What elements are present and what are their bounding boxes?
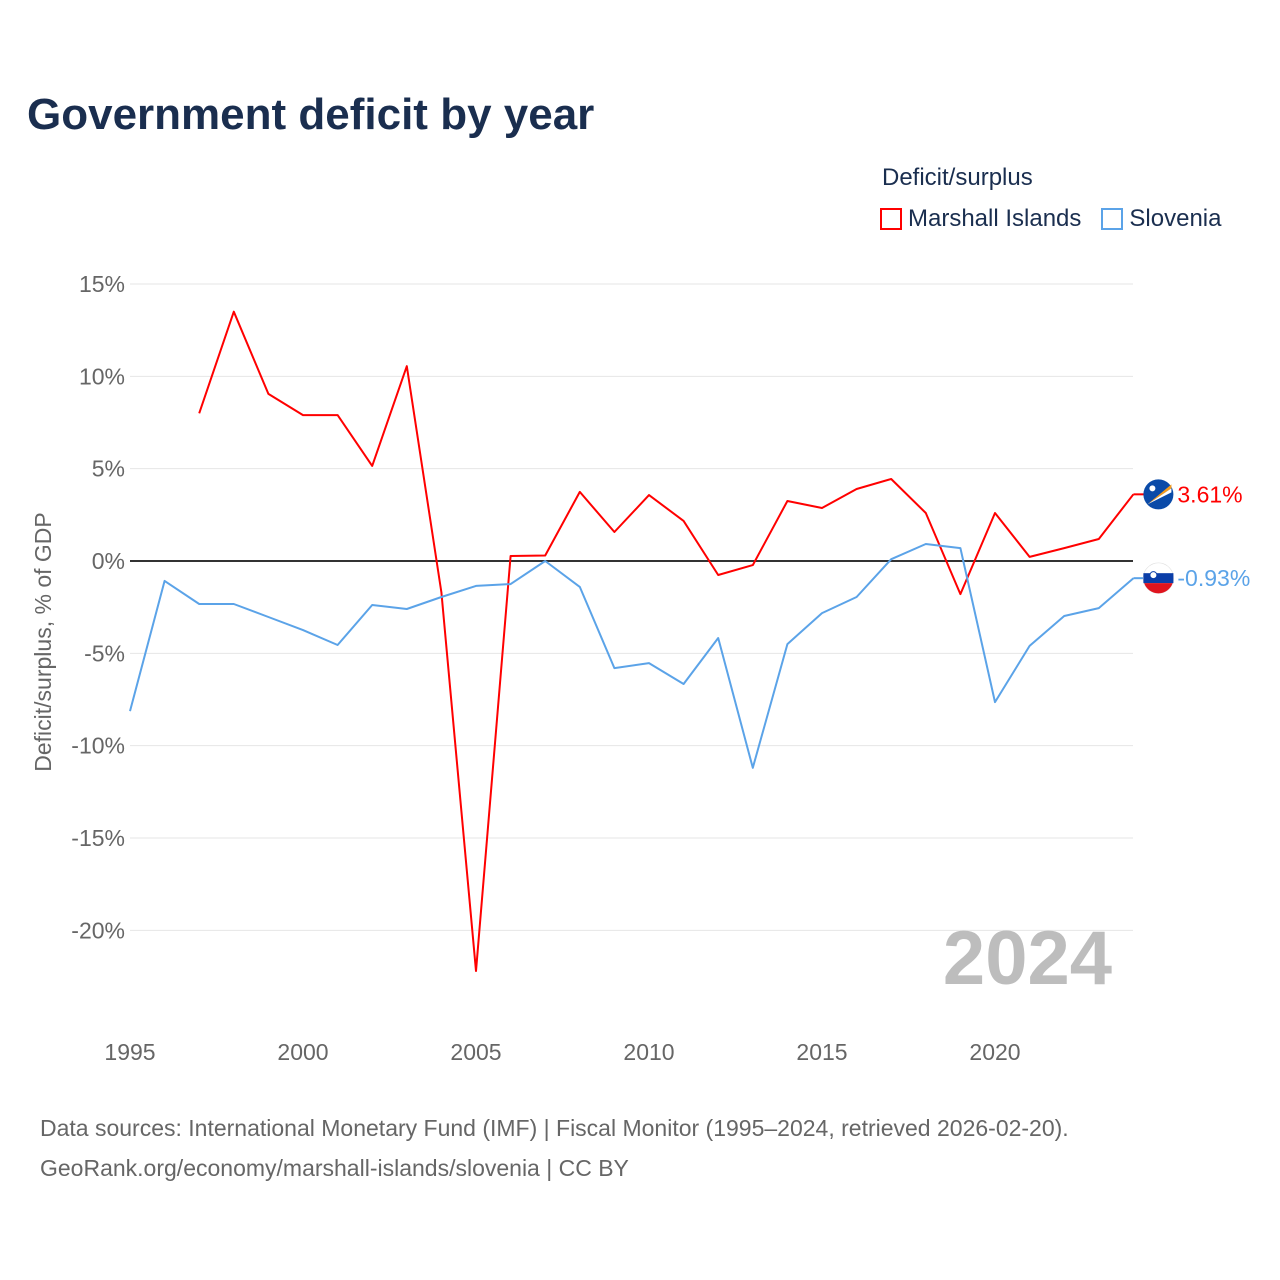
- series-line-marshall-islands: [198, 310, 1135, 972]
- legend-swatch-blue: [1101, 208, 1124, 230]
- chart-title: Government deficit by year: [27, 90, 595, 139]
- x-tick-label: 2005: [450, 1039, 501, 1065]
- x-tick-label: 2000: [277, 1039, 328, 1065]
- legend-item-marshall-islands[interactable]: Marshall Islands: [880, 205, 1081, 233]
- marshall-islands-flag-icon: [1143, 479, 1174, 510]
- x-tick-label: 1995: [104, 1039, 155, 1065]
- source-line-2[interactable]: GeoRank.org/economy/marshall-islands/slo…: [40, 1155, 629, 1181]
- y-tick-label: -20%: [71, 917, 125, 943]
- year-watermark: 2024: [943, 916, 1112, 1001]
- x-tick-label: 2015: [796, 1039, 847, 1065]
- flag-bg: [1143, 479, 1174, 510]
- source-line-1: Data sources: International Monetary Fun…: [40, 1115, 1069, 1141]
- x-tick-label: 2010: [623, 1039, 674, 1065]
- legend-label: Slovenia: [1129, 205, 1222, 232]
- end-value-label: 3.61%: [1177, 481, 1242, 507]
- series-line-slovenia: [129, 543, 1135, 769]
- x-tick-label: 2020: [969, 1039, 1020, 1065]
- flag-red: [1144, 583, 1173, 594]
- flag-emblem: [1149, 571, 1158, 580]
- flag-stripe: [1147, 484, 1172, 505]
- y-tick-label: 10%: [79, 363, 125, 389]
- legend-label: Marshall Islands: [908, 205, 1082, 232]
- flag-blue: [1143, 573, 1174, 584]
- y-tick-label: -5%: [84, 640, 125, 666]
- y-tick-label: 5%: [92, 456, 125, 482]
- flag-stripe: [1147, 488, 1172, 505]
- y-axis-label: Deficit/surplus, % of GDP: [30, 512, 56, 771]
- slovenia-flag-icon: [1142, 562, 1174, 594]
- y-tick-label: 0%: [92, 548, 125, 574]
- end-value-label: -0.93%: [1177, 565, 1250, 591]
- y-tick-label: 15%: [79, 271, 125, 297]
- y-tick-label: -15%: [71, 825, 125, 851]
- legend-title: Deficit/surplus: [882, 164, 1033, 191]
- legend: Marshall Islands Slovenia: [880, 205, 1221, 233]
- legend-swatch-red: [880, 208, 902, 230]
- flag-star: [1149, 485, 1156, 492]
- legend-item-slovenia[interactable]: Slovenia: [1101, 205, 1221, 233]
- source-note: Data sources: International Monetary Fun…: [40, 1108, 1069, 1188]
- y-tick-label: -10%: [71, 733, 125, 759]
